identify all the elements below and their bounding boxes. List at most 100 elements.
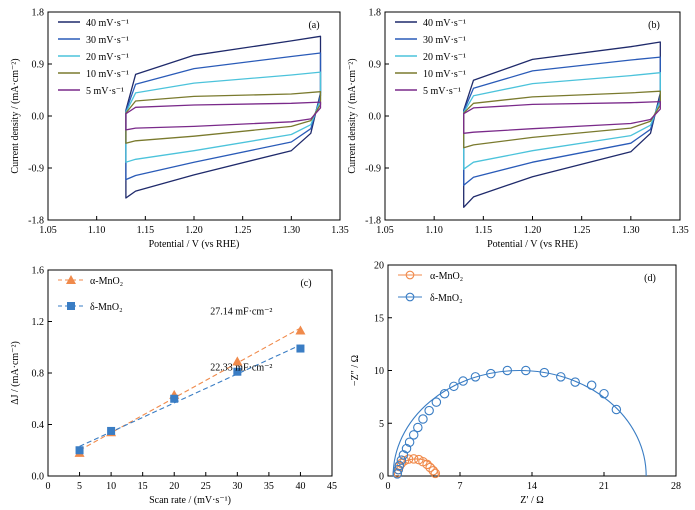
x-tick-label: 1.20 [524, 225, 542, 236]
data-point-circle [570, 377, 580, 387]
cv-loop [463, 100, 661, 134]
data-point-circle [586, 380, 597, 391]
x-tick-label: 10 [106, 481, 116, 492]
y-tick-label: 10 [374, 366, 384, 377]
x-tick-label: 1.25 [234, 225, 252, 236]
data-point-circle [599, 388, 609, 399]
data-point-circle [458, 376, 468, 386]
x-tick-label: 14 [527, 481, 537, 492]
legend-label: 10 mV·s⁻¹ [86, 69, 129, 80]
data-point-circle [470, 372, 481, 382]
panel-b: 1.05 1.10 1.15 1.20 1.25 1.30 1.35 -1.8 -0.9 0.0 0… [347, 8, 689, 251]
legend-swatch-marker [405, 270, 415, 280]
cv-loop [463, 56, 661, 186]
legend-swatch-marker [67, 302, 75, 310]
y-tick-label: 0.9 [32, 60, 45, 71]
legend-label: 10 mV·s⁻¹ [423, 69, 466, 80]
data-point-circle [398, 450, 409, 460]
data-point-square [296, 344, 305, 353]
x-tick-label: 1.25 [573, 225, 591, 236]
data-point-circle [418, 414, 428, 424]
y-tick-label: 0.0 [32, 472, 45, 483]
x-tick-label: 45 [327, 481, 337, 492]
y-tick-label: 0 [379, 472, 384, 483]
y-tick-label: 1.6 [32, 266, 45, 277]
legend-label: α-MnO₂ [430, 271, 463, 282]
x-tick-label: 25 [201, 481, 211, 492]
y-tick-label: 0.8 [32, 369, 45, 380]
y-tick-label: -1.8 [28, 216, 44, 227]
x-tick-label: 21 [599, 481, 609, 492]
data-point-circle [521, 365, 531, 376]
x-tick-label: 1.35 [671, 225, 689, 236]
y-tick-label: -0.9 [28, 164, 44, 175]
plot-frame [47, 269, 333, 477]
x-tick-label: 28 [671, 481, 681, 492]
x-tick-label: 1.20 [185, 225, 203, 236]
cv-loop [463, 41, 661, 208]
data-point-circle [611, 404, 622, 415]
legend-label: 30 mV·s⁻¹ [86, 35, 129, 46]
y-tick-label: -0.9 [365, 164, 381, 175]
legend-label: 40 mV·s⁻¹ [86, 18, 129, 29]
cv-loop [125, 52, 322, 181]
y-tick-label: 15 [374, 313, 384, 324]
y-axis-label: ΔJ / (mA·cm⁻²) [10, 341, 21, 405]
y-tick-label: 0.4 [32, 420, 45, 431]
fit-slope-label: 22.33 mF·cm⁻² [210, 363, 272, 374]
legend-label: 20 mV·s⁻¹ [86, 52, 129, 63]
data-point-circle [422, 459, 432, 470]
panel-label: (c) [300, 278, 311, 289]
data-point-circle [439, 388, 450, 399]
data-point-circle [396, 455, 407, 465]
data-point-square [107, 426, 116, 435]
data-point-circle [408, 430, 419, 440]
data-point-circle [556, 372, 566, 382]
x-tick-label: 7 [458, 481, 463, 492]
y-tick-label: 1.8 [32, 8, 45, 19]
data-point-circle [431, 397, 442, 407]
data-point-triangle [295, 325, 306, 335]
data-point-circle [486, 368, 496, 379]
x-tick-label: 0 [46, 481, 51, 492]
y-tick-label: 1.2 [32, 317, 45, 328]
legend-label: 5 mV·s⁻¹ [86, 86, 124, 97]
data-point-circle [401, 443, 412, 454]
cv-loop [125, 71, 322, 163]
data-point-circle [449, 381, 459, 392]
cv-loop [125, 91, 322, 144]
legend-label: δ-MnO₂ [430, 293, 463, 304]
data-point-circle [408, 454, 419, 464]
x-tick-label: 1.10 [88, 225, 106, 236]
x-tick-label: 1.15 [475, 225, 493, 236]
data-point-square [233, 367, 242, 376]
data-point-circle [539, 367, 550, 378]
data-point-circle [399, 455, 410, 466]
cv-loop [463, 90, 661, 149]
x-tick-label: 1.05 [376, 225, 394, 236]
data-point-circle [428, 465, 439, 476]
x-tick-label: 1.10 [425, 225, 443, 236]
panel-c: 0 5 10 15 20 25 30 35 40 45 0.0 0.4 0.8 1.2 1.6 Scan ra… [10, 266, 337, 507]
x-tick-label: 5 [77, 481, 82, 492]
x-tick-label: 1.35 [331, 225, 349, 236]
y-tick-label: 5 [379, 419, 384, 430]
panel-a: 1.05 1.10 1.15 1.20 1.25 1.30 1.35 -1.8 -0.9 0.0 0… [10, 8, 349, 251]
legend-swatch-marker [405, 292, 415, 302]
y-tick-label: 0.9 [369, 60, 382, 71]
y-axis-label: −Z″ / Ω [350, 355, 361, 386]
y-axis-label: Current density / (mA·cm⁻²) [347, 58, 358, 173]
fit-line [79, 344, 301, 447]
data-point-square [170, 394, 179, 403]
cv-loop [125, 35, 322, 199]
x-tick-label: 30 [232, 481, 242, 492]
data-point-circle [430, 468, 441, 479]
x-axis-label: Scan rate / (mV·s⁻¹) [149, 495, 231, 506]
x-tick-label: 15 [138, 481, 148, 492]
x-tick-label: 0 [386, 481, 391, 492]
panel-d: 0 7 14 21 28 0 5 10 15 20 Z′ / Ω −Z″ / Ω (d) α-MnO₂ δ-… [350, 261, 681, 507]
data-point-triangle [232, 356, 243, 366]
data-point-circle [404, 437, 415, 447]
data-point-circle [393, 464, 404, 475]
